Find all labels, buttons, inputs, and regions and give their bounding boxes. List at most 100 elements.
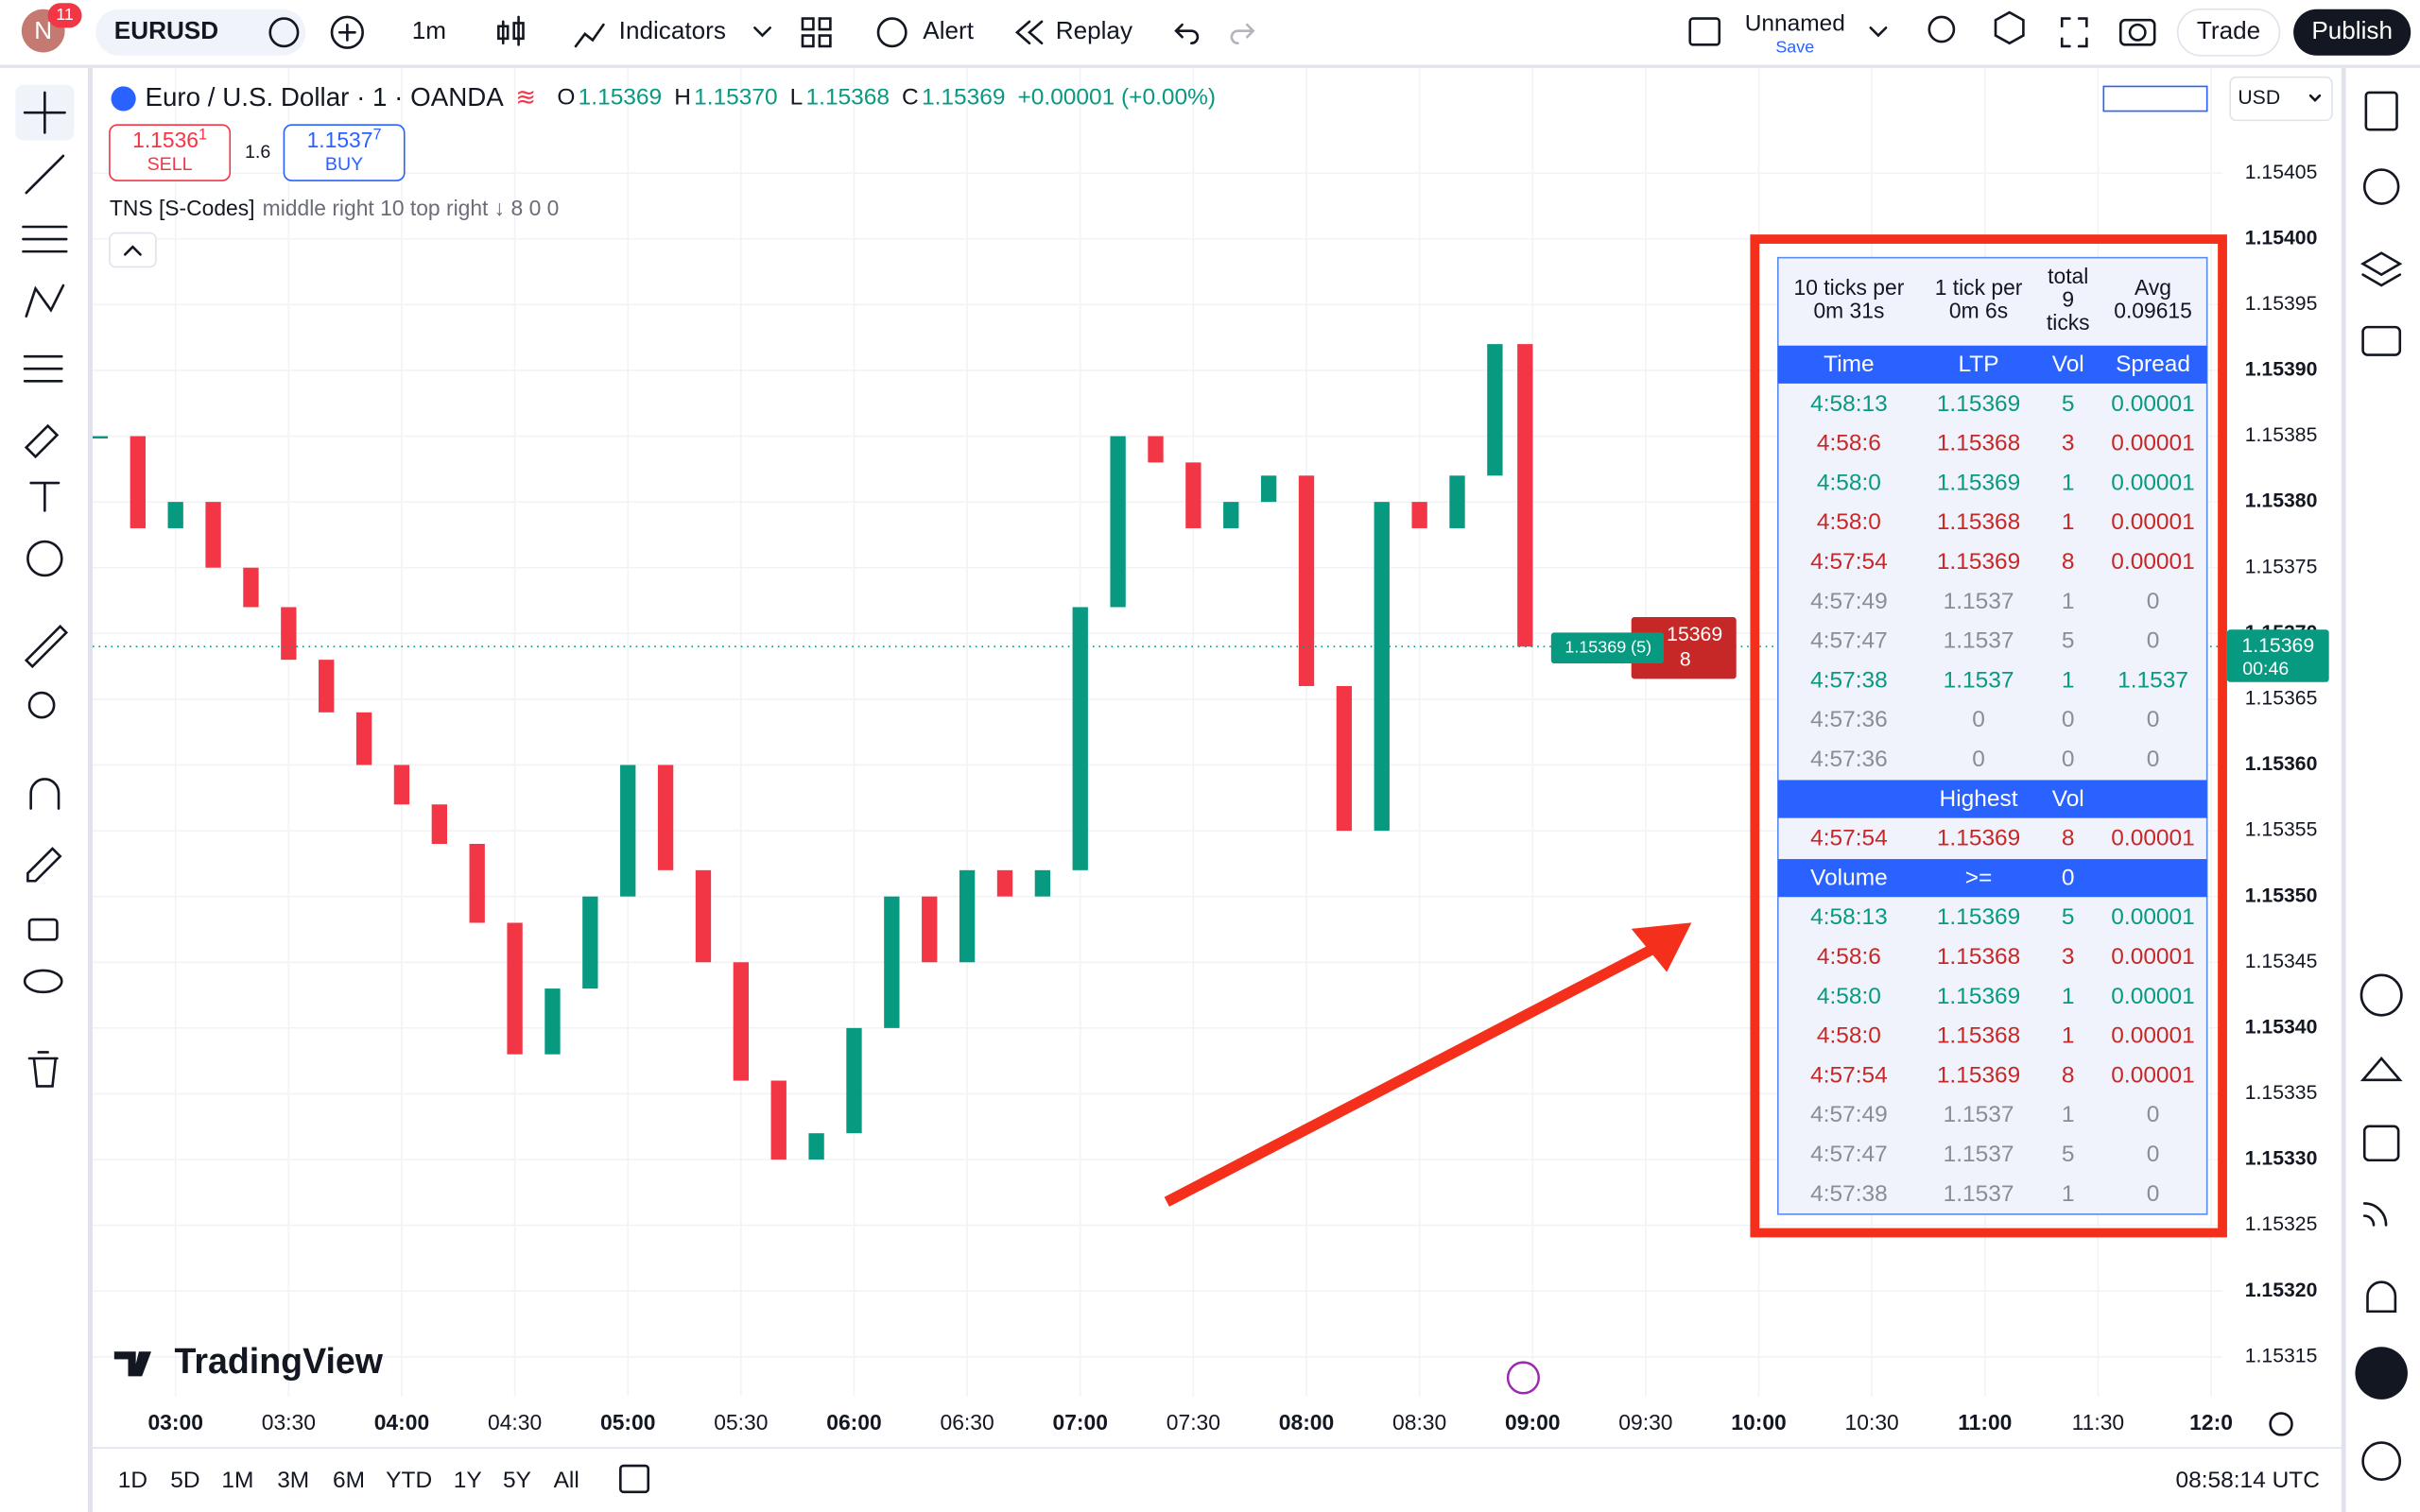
table-cell: 4:57:54 xyxy=(1810,549,1888,575)
summary-cell: 1 tick per xyxy=(1935,275,2023,300)
last-price-label: 1.15369 xyxy=(2241,635,2314,657)
streams[interactable] xyxy=(2362,1202,2388,1227)
name: TNS [S-Codes] xyxy=(110,196,255,220)
publish-button[interactable] xyxy=(2293,9,2411,56)
ideas[interactable] xyxy=(2360,973,2403,1017)
range-button[interactable]: YTD xyxy=(386,1468,432,1493)
magnet-tool[interactable] xyxy=(29,778,60,810)
axis-settings[interactable] xyxy=(2269,1412,2293,1436)
apps-button[interactable] xyxy=(2355,1347,2408,1400)
range-button[interactable]: 5Y xyxy=(503,1468,531,1493)
interval[interactable]: 1m xyxy=(412,16,446,44)
collapse-button[interactable] xyxy=(109,232,157,268)
layouts-icon[interactable] xyxy=(801,17,832,48)
candle xyxy=(1374,502,1390,832)
forecast-tool[interactable] xyxy=(23,354,63,383)
range-button[interactable]: 1M xyxy=(221,1468,253,1493)
settings-icon[interactable] xyxy=(1994,10,2025,45)
table-cell: 0.00001 xyxy=(2111,984,2194,1009)
currency-select[interactable] xyxy=(2229,76,2333,122)
price: 1.1536 xyxy=(132,128,199,152)
chat[interactable] xyxy=(2361,325,2402,356)
table-cell: 4:58:6 xyxy=(1817,431,1881,456)
right-toolbar xyxy=(2355,91,2408,1482)
table-cell: 1 xyxy=(2062,470,2075,495)
calendar[interactable] xyxy=(2362,1125,2400,1162)
ohlc: O 1.15369 H 1.15370 L 1.15368 C 1.15369 +0.00001… xyxy=(557,85,1216,111)
indicators-button[interactable]: Indicators xyxy=(619,16,726,44)
alert-button[interactable]: Alert xyxy=(923,16,974,44)
screenshot-icon[interactable] xyxy=(2118,18,2156,46)
trend-line-tool[interactable] xyxy=(25,154,65,195)
layout-name[interactable]: Unnamed xyxy=(1745,11,1845,37)
symbol-search[interactable] xyxy=(95,9,306,56)
input-box[interactable] xyxy=(2102,85,2208,112)
buy-button[interactable] xyxy=(283,124,406,181)
redo[interactable] xyxy=(1230,23,1255,45)
icon[interactable] xyxy=(1927,15,1956,43)
candle xyxy=(582,896,598,989)
time-tick-label: 09:00 xyxy=(1505,1410,1560,1435)
range-button[interactable]: 3M xyxy=(277,1468,309,1493)
price-tick-label: 1.15365 xyxy=(2245,688,2318,710)
range-button[interactable]: 6M xyxy=(333,1468,365,1493)
fullscreen-icon[interactable] xyxy=(2060,17,2088,48)
replay-button[interactable]: Replay xyxy=(1056,16,1132,44)
candle xyxy=(884,896,900,1028)
delete-tool[interactable] xyxy=(27,1051,59,1088)
table-header-band xyxy=(1777,859,2207,898)
zoom-tool[interactable] xyxy=(27,691,56,719)
layers[interactable] xyxy=(2360,251,2403,287)
price-tick-label: 1.15385 xyxy=(2245,424,2318,446)
undo[interactable] xyxy=(1174,23,1200,45)
crosshair-tool[interactable] xyxy=(23,91,66,134)
hide-tool[interactable] xyxy=(23,969,63,994)
pattern-tool[interactable] xyxy=(25,284,65,318)
range-button[interactable]: 1Y xyxy=(454,1468,482,1493)
text-tool[interactable] xyxy=(29,481,60,512)
fib-tool[interactable] xyxy=(22,225,68,253)
time-tick-label: 10:00 xyxy=(1731,1410,1786,1435)
save-label[interactable]: Save xyxy=(1775,37,1814,56)
table-header-cell: Vol xyxy=(2052,352,2084,377)
range-button[interactable]: 1D xyxy=(118,1468,147,1493)
table-cell: 1.15368 xyxy=(1937,944,2020,970)
add-button[interactable] xyxy=(330,15,364,49)
range-button[interactable]: 5D xyxy=(170,1468,199,1493)
icon xyxy=(876,17,908,48)
notifications[interactable] xyxy=(2366,1280,2397,1314)
candle xyxy=(922,896,938,963)
lock-tool[interactable] xyxy=(27,918,59,941)
events-icon[interactable] xyxy=(1506,1361,1540,1395)
price-tick-label: 1.15340 xyxy=(2245,1016,2318,1038)
brush-tool[interactable] xyxy=(24,423,60,459)
ruler-tool[interactable] xyxy=(24,625,69,669)
goto-date[interactable] xyxy=(619,1464,650,1494)
trade-button[interactable] xyxy=(2176,8,2281,57)
draw-mode-tool[interactable] xyxy=(26,847,62,883)
ohlc-value: 1.15370 xyxy=(694,85,777,111)
summary-cell: 0m 31s xyxy=(1813,299,1884,323)
time-tick-label: 12:0 xyxy=(2189,1410,2233,1435)
range-button[interactable]: All xyxy=(554,1468,579,1493)
price-tick-label: 1.15320 xyxy=(2245,1280,2318,1301)
table-cell: 4:57:38 xyxy=(1810,1181,1888,1207)
candle xyxy=(770,1080,786,1160)
indicator-price: 15369 xyxy=(1667,624,1722,645)
sell-button[interactable] xyxy=(109,124,232,181)
candle xyxy=(544,988,561,1055)
candle xyxy=(1487,344,1503,476)
candle xyxy=(1260,475,1277,503)
watchlist[interactable] xyxy=(2364,91,2398,131)
table-cell: 0.00001 xyxy=(2111,944,2194,970)
divider xyxy=(88,67,93,1512)
emoji-tool[interactable] xyxy=(26,540,63,577)
ohlc-key: H xyxy=(674,85,691,111)
help[interactable] xyxy=(2361,1441,2402,1482)
pine[interactable] xyxy=(2360,1056,2403,1082)
alerts[interactable] xyxy=(2362,168,2400,205)
table-cell: 0 xyxy=(1972,707,1985,732)
indicator-name: TNS [S-Codes] middle right 10 top right ↓… xyxy=(110,196,559,220)
table-cell: 4:58:0 xyxy=(1817,1023,1881,1049)
